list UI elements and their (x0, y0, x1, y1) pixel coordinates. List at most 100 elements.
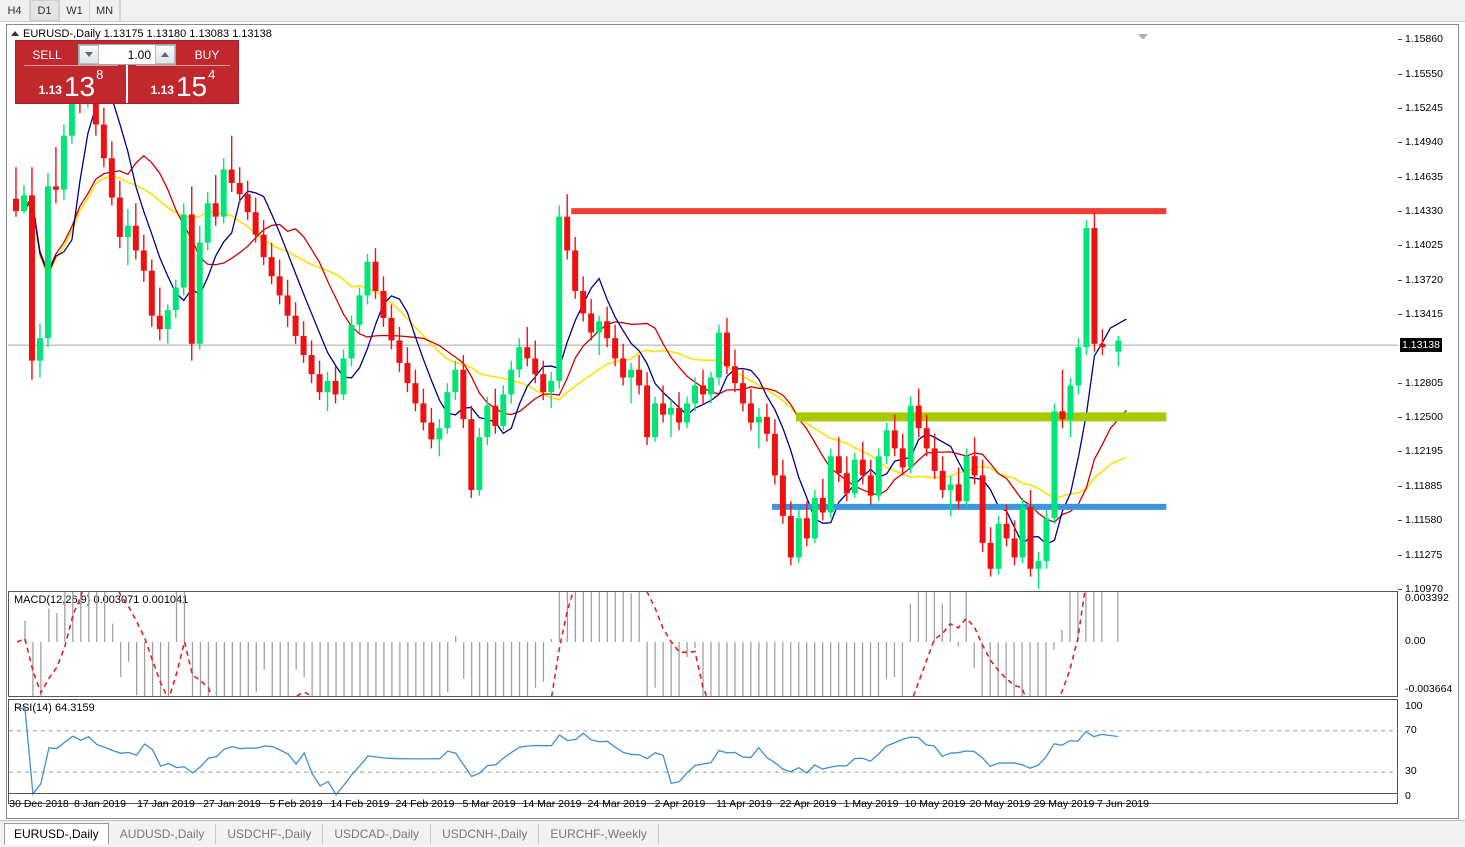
axis-tick (1398, 554, 1402, 556)
chevron-down-icon (85, 52, 93, 57)
axis-tick (1398, 39, 1402, 40)
axis-tick (1398, 486, 1402, 488)
price-axis-label: 1.14330 (1405, 205, 1443, 218)
price-axis-label: 1.12805 (1405, 376, 1443, 389)
price-pane[interactable] (8, 39, 1398, 589)
buy-price-prefix: 1.13 (150, 83, 174, 97)
date-axis-label: 20 May 2019 (969, 798, 1031, 810)
axis-tick (1398, 245, 1402, 247)
symbol-tab-0[interactable]: EURUSD-,Daily (4, 823, 109, 845)
price-axis-label: 1.11275 (1405, 548, 1443, 561)
price-axis-label: 1.11885 (1405, 480, 1443, 493)
macd-label: MACD(12,26,9) 0.003071 0.001041 (14, 594, 189, 606)
date-axis-label: 5 Mar 2019 (462, 798, 516, 810)
axis-tick (1398, 314, 1402, 315)
symbol-tab-5[interactable]: EURCHF-,Weekly (539, 824, 659, 844)
date-axis-label: 5 Feb 2019 (269, 798, 323, 810)
buy-price-fraction: 4 (208, 67, 216, 82)
sell-price-prefix: 1.13 (38, 83, 62, 97)
timeframe-h4[interactable]: H4 (0, 0, 30, 21)
macd-axis-label: -0.003664 (1405, 683, 1453, 695)
volume-increment-button[interactable] (155, 45, 175, 64)
axis-tick (1398, 520, 1402, 522)
price-axis-label: 1.15550 (1405, 67, 1443, 80)
chart-top-marker-icon (1138, 34, 1148, 40)
macd-axis-label: 0.003392 (1405, 592, 1449, 604)
buy-divider (136, 65, 230, 66)
date-axis-label: 29 May 2019 (1033, 798, 1095, 810)
oct-price-row: 1.13 13 8 1.13 15 4 (16, 65, 238, 103)
date-axis-label: 11 Apr 2019 (716, 798, 772, 810)
price-axis-label: 1.15245 (1405, 102, 1443, 115)
date-axis-label: 17 Jan 2019 (137, 798, 195, 810)
macd-plot (16, 592, 1119, 696)
collapse-triangle-icon[interactable] (11, 31, 19, 36)
rsi-pane[interactable]: RSI(14) 64.3159 (8, 699, 1398, 804)
price-axis-label: 1.12500 (1405, 410, 1443, 423)
date-axis-label: 1 May 2019 (843, 798, 899, 810)
toolbar-empty-area (120, 0, 1465, 21)
price-axis-label: 1.13720 (1405, 273, 1443, 286)
rsi-axis-label: 100 (1405, 700, 1423, 712)
date-axis-label: 30 Dec 2018 (9, 798, 69, 810)
price-axis-label: 1.14025 (1405, 239, 1443, 252)
price-candles (8, 39, 1398, 589)
date-axis-label: 22 Apr 2019 (779, 798, 837, 810)
axis-tick (1398, 176, 1402, 178)
timeframe-w1[interactable]: W1 (60, 0, 90, 21)
sell-button[interactable]: SELL (32, 47, 62, 62)
chevron-up-icon (161, 52, 169, 57)
sell-price-block[interactable]: 1.13 13 8 (16, 65, 126, 103)
axis-tick (1398, 589, 1402, 590)
symbol-tab-2[interactable]: USDCHF-,Daily (216, 824, 324, 844)
rsi-axis-label: 70 (1405, 723, 1417, 736)
rsi-plot (9, 707, 1397, 796)
axis-tick (1398, 142, 1402, 144)
axis-tick (1398, 382, 1402, 384)
macd-pane[interactable]: MACD(12,26,9) 0.003071 0.001041 (8, 591, 1398, 697)
date-axis-label: 8 Jan 2019 (74, 798, 126, 810)
date-axis-label: 24 Feb 2019 (395, 798, 455, 810)
volume-decrement-button[interactable] (79, 45, 99, 64)
timeframe-mn[interactable]: MN (90, 0, 120, 21)
sell-price-fraction: 8 (96, 67, 104, 82)
price-axis: 1.15860 1.15550 1.15245 1.14940 1.14635 1.143… (1398, 33, 1458, 595)
axis-tick (1398, 108, 1402, 110)
volume-value[interactable]: 1.00 (127, 47, 151, 62)
one-click-trading-panel[interactable]: SELL 1.00 BUY 1.13 13 8 1.13 15 4 (15, 40, 239, 104)
date-axis-label: 14 Feb 2019 (330, 798, 390, 810)
symbol-tabbar[interactable]: EURUSD-,Daily AUDUSD-,Daily USDCHF-,Daily U… (0, 820, 1465, 847)
oct-header: SELL 1.00 BUY (16, 41, 238, 65)
chart-panes: 1.15860 1.15550 1.15245 1.14940 1.14635 1.143… (7, 33, 1458, 818)
date-axis-label: 7 Jun 2019 (1097, 798, 1149, 810)
volume-input[interactable]: 1.00 (78, 44, 176, 65)
chart-window[interactable]: EURUSD-,Daily 1.13175 1.13180 1.13083 1.… (6, 24, 1459, 819)
symbol-tab-1[interactable]: AUDUSD-,Daily (109, 824, 217, 844)
axis-tick (1398, 451, 1402, 453)
timeframe-d1[interactable]: D1 (30, 0, 60, 21)
price-axis-label: 1.14635 (1405, 170, 1443, 183)
date-axis: 30 Dec 2018 8 Jan 2019 17 Jan 2019 27 Jan 2… (8, 793, 1398, 818)
macd-axis-label: 0.00 (1405, 634, 1426, 647)
price-axis-label: 1.12195 (1405, 445, 1443, 458)
price-axis-label: 1.11580 (1405, 514, 1443, 527)
axis-tick (1398, 279, 1402, 281)
sell-price-main: 13 (63, 71, 96, 102)
symbol-tab-4[interactable]: USDCNH-,Daily (431, 824, 540, 844)
date-axis-label: 10 May 2019 (904, 798, 966, 810)
timeframe-toolbar[interactable]: H4 D1 W1 MN (0, 0, 1465, 22)
rsi-label: RSI(14) 64.3159 (14, 702, 95, 714)
symbol-tab-3[interactable]: USDCAD-,Daily (323, 824, 432, 844)
macd-axis: 0.003392 0.00 -0.003664 (1398, 591, 1458, 697)
chart-title-text: EURUSD-,Daily 1.13175 1.13180 1.13083 1.… (23, 28, 272, 40)
date-axis-label: 24 Mar 2019 (587, 798, 647, 810)
date-axis-label: 2 Apr 2019 (654, 798, 706, 810)
price-axis-label: 1.15860 (1405, 33, 1443, 45)
sell-divider (24, 65, 118, 66)
rsi-axis-label: 30 (1405, 765, 1417, 778)
date-axis-label: 14 Mar 2019 (522, 798, 582, 810)
buy-button[interactable]: BUY (194, 47, 220, 62)
price-axis-label: 1.14940 (1405, 136, 1443, 149)
buy-price-block[interactable]: 1.13 15 4 (126, 65, 238, 103)
axis-tick (1398, 416, 1402, 418)
